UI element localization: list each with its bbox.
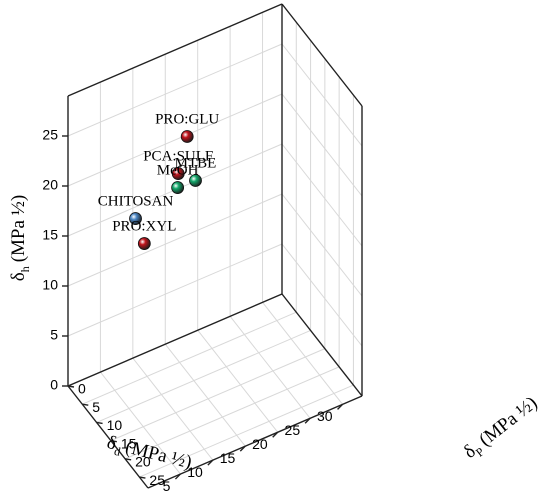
data-point-pca-sulf	[171, 167, 185, 181]
grid-line	[229, 315, 311, 419]
grid-line	[281, 93, 363, 197]
y-tick-mark	[67, 385, 75, 388]
z-tick-label: 0	[50, 377, 58, 393]
grid-line	[281, 43, 363, 147]
axes-frame	[67, 3, 363, 489]
data-point-mtbe	[189, 174, 202, 187]
y-tick-mark	[139, 476, 146, 479]
grid-line	[281, 243, 363, 347]
point-label: CHITOSAN	[98, 194, 174, 210]
y-tick-label: 0	[78, 381, 86, 397]
grid-line	[281, 143, 363, 247]
x-tick-mark	[304, 417, 311, 424]
x-tick-mark	[337, 403, 344, 410]
x-tick-label: 20	[252, 436, 268, 452]
grid-line	[67, 243, 283, 337]
y-tick-mark	[96, 421, 103, 425]
y-axis-label: δP(MPa ½)	[460, 393, 543, 466]
frame-edge	[67, 385, 149, 489]
point-label: PRO:XYL	[112, 219, 176, 235]
data-point-chitosan	[129, 212, 142, 225]
x-tick-mark	[272, 431, 279, 438]
point-label: PRO:GLU	[155, 111, 219, 127]
grid-line	[197, 329, 279, 433]
data-point-pro-glu	[180, 130, 194, 143]
frame-edge	[67, 3, 283, 97]
y-tick-label: 5	[92, 399, 100, 415]
point-label: PCA:SULF	[143, 149, 213, 165]
y-tick-mark	[125, 458, 132, 461]
z-tick-label: 25	[42, 127, 58, 143]
grid-line	[281, 193, 363, 297]
x-tick-label: 15	[220, 450, 236, 466]
frame-edge	[281, 3, 363, 107]
grid-line	[96, 329, 311, 423]
x-tick-mark	[207, 459, 214, 466]
grid-line	[124, 366, 340, 460]
data-points	[129, 130, 202, 250]
y-tick-mark	[110, 439, 117, 443]
frame-edge	[147, 395, 363, 489]
grid-line	[110, 348, 326, 442]
x-tick-label: 5	[163, 478, 171, 493]
grid-line	[139, 384, 354, 478]
grid-line	[262, 302, 343, 405]
grid-line	[100, 371, 181, 475]
z-tick-label: 5	[50, 327, 58, 343]
grid-line	[67, 93, 283, 187]
z-tick-label: 20	[42, 177, 58, 193]
x-tick-label: 30	[317, 408, 333, 424]
y-tick-mark	[82, 403, 89, 406]
y-tick-label: 20	[135, 454, 151, 470]
grid-line	[82, 311, 297, 405]
frame-edge	[281, 293, 363, 397]
z-tick-label: 15	[42, 227, 58, 243]
y-tick-label: 10	[107, 417, 123, 433]
x-tick-mark	[174, 473, 181, 480]
y-tick-label: 25	[149, 472, 165, 488]
x-tick-label: 10	[187, 464, 203, 480]
z-tick-label: 10	[42, 277, 58, 293]
grid-line	[132, 357, 214, 461]
x-tick-label: 25	[285, 422, 301, 438]
y-tick-label: 15	[121, 435, 137, 451]
point-label: MeOH	[157, 163, 199, 179]
z-axis-label: δh(MPa ½)	[8, 195, 32, 282]
point-label: MTBE	[175, 155, 217, 171]
grid-line	[67, 193, 283, 287]
x-axis-label: δd(MPa ½)	[104, 432, 194, 476]
x-tick-mark	[239, 445, 246, 452]
data-point-pro-xyl	[137, 237, 151, 250]
grid-line	[164, 343, 246, 447]
data-point-meoh	[171, 181, 185, 194]
frame-edge	[67, 293, 283, 387]
grid-line	[67, 43, 283, 137]
